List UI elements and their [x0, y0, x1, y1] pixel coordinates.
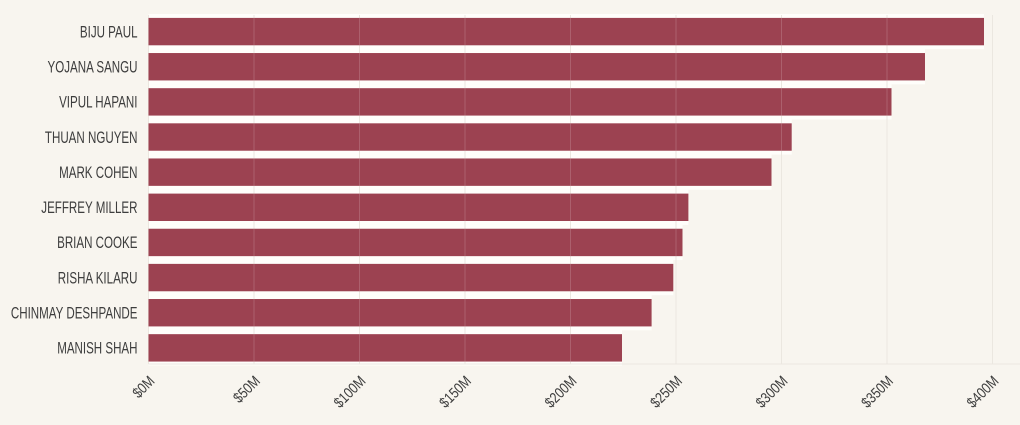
- svg-text:YOJANA SANGU: YOJANA SANGU: [48, 59, 138, 77]
- svg-text:JEFFREY MILLER: JEFFREY MILLER: [41, 199, 137, 217]
- svg-text:VIPUL HAPANI: VIPUL HAPANI: [59, 94, 137, 112]
- svg-text:RISHA KILARU: RISHA KILARU: [58, 269, 138, 287]
- svg-text:THUAN NGUYEN: THUAN NGUYEN: [45, 129, 138, 147]
- svg-text:BIJU PAUL: BIJU PAUL: [80, 23, 138, 41]
- svg-text:MANISH SHAH: MANISH SHAH: [57, 340, 137, 358]
- svg-text:BRIAN COOKE: BRIAN COOKE: [57, 234, 137, 252]
- svg-text:CHINMAY DESHPANDE: CHINMAY DESHPANDE: [11, 305, 138, 323]
- svg-text:MARK COHEN: MARK COHEN: [59, 164, 137, 182]
